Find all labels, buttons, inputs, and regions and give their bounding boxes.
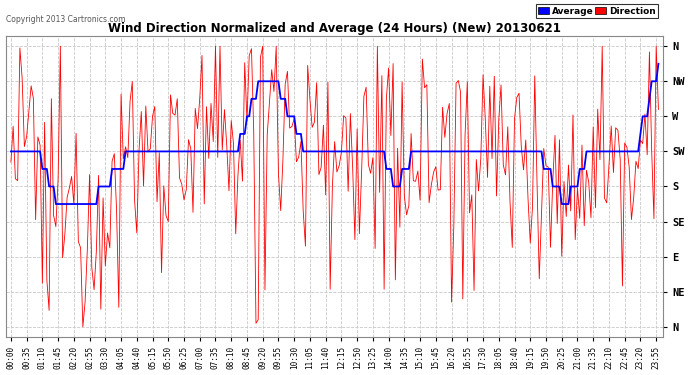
Title: Wind Direction Normalized and Average (24 Hours) (New) 20130621: Wind Direction Normalized and Average (2… <box>108 21 561 34</box>
Legend: Average, Direction: Average, Direction <box>535 4 658 18</box>
Text: Copyright 2013 Cartronics.com: Copyright 2013 Cartronics.com <box>6 15 126 24</box>
